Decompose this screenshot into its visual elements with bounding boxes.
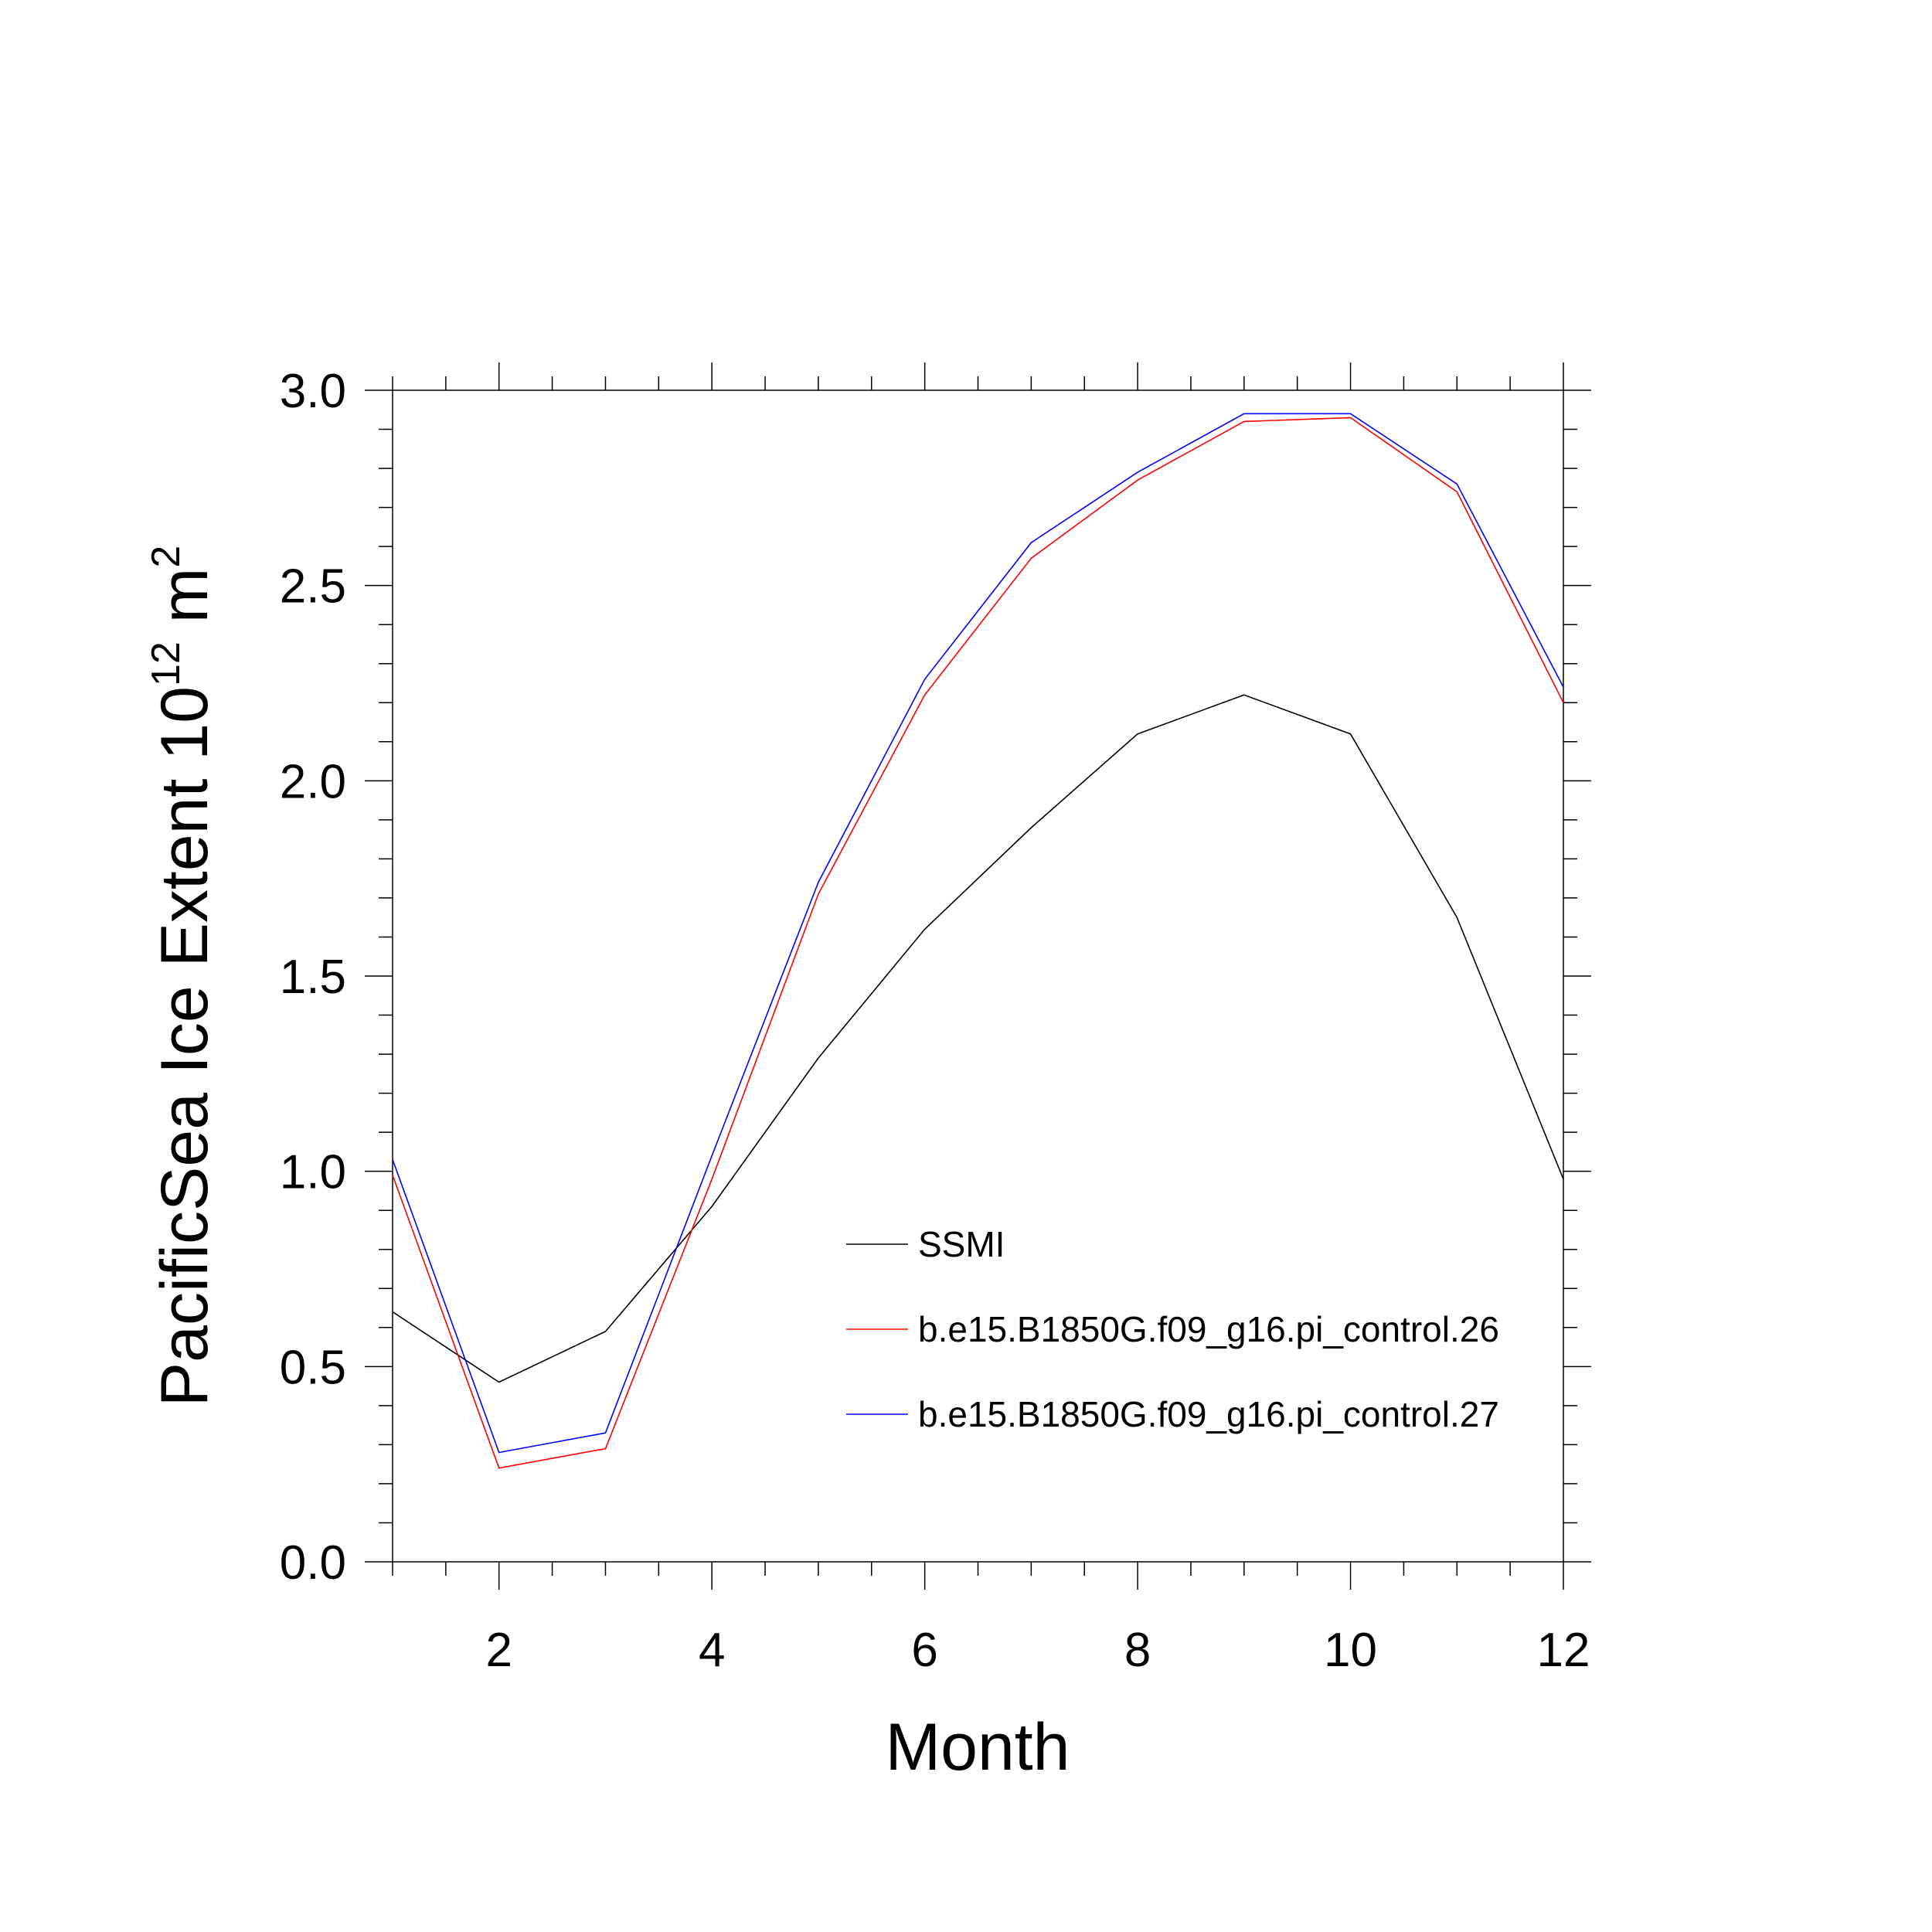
y-tick-label: 0.5: [280, 1341, 346, 1394]
legend-label-1: SSMI: [918, 1224, 1005, 1264]
series-line-2: [392, 417, 1564, 1469]
x-tick-label: 6: [911, 1624, 937, 1677]
series-lines: [392, 413, 1564, 1469]
tick-labels: 2 4 6 8 10 12 0.0 0.5 1.0 1.5 2.0 2.5 3.0: [280, 365, 1590, 1677]
legend-label-3: b.e15.B1850G.f09_g16.pi_control.27: [918, 1394, 1499, 1434]
x-axis-title: Month: [885, 1710, 1070, 1784]
y-axis-title-exponent: 12: [144, 641, 189, 686]
tick-marks: [365, 362, 1591, 1590]
y-axis-title-prefix: PacificSea Ice Extent 10: [148, 686, 222, 1406]
y-tick-label: 3.0: [280, 365, 346, 418]
y-tick-label: 1.5: [280, 951, 346, 1004]
y-axis-title: PacificSea Ice Extent 1012 m2: [144, 546, 222, 1407]
x-tick-label: 2: [485, 1624, 512, 1677]
series-line-1: [392, 694, 1564, 1383]
y-axis-title-unit: m: [148, 568, 222, 642]
x-tick-label: 12: [1537, 1624, 1590, 1677]
y-tick-label: 2.5: [280, 560, 346, 614]
y-tick-label: 1.0: [280, 1146, 346, 1199]
x-tick-label: 10: [1324, 1624, 1377, 1677]
legend: SSMI b.e15.B1850G.f09_g16.pi_control.26 b.…: [846, 1224, 1499, 1434]
y-axis-title-unit-exponent: 2: [144, 546, 189, 568]
y-tick-label: 0.0: [280, 1536, 346, 1590]
y-tick-label: 2.0: [280, 755, 346, 808]
x-tick-label: 4: [699, 1624, 725, 1677]
x-tick-label: 8: [1124, 1624, 1151, 1677]
plot-frame: [392, 389, 1564, 1563]
legend-label-2: b.e15.B1850G.f09_g16.pi_control.26: [918, 1309, 1499, 1349]
series-line-3: [392, 413, 1564, 1454]
